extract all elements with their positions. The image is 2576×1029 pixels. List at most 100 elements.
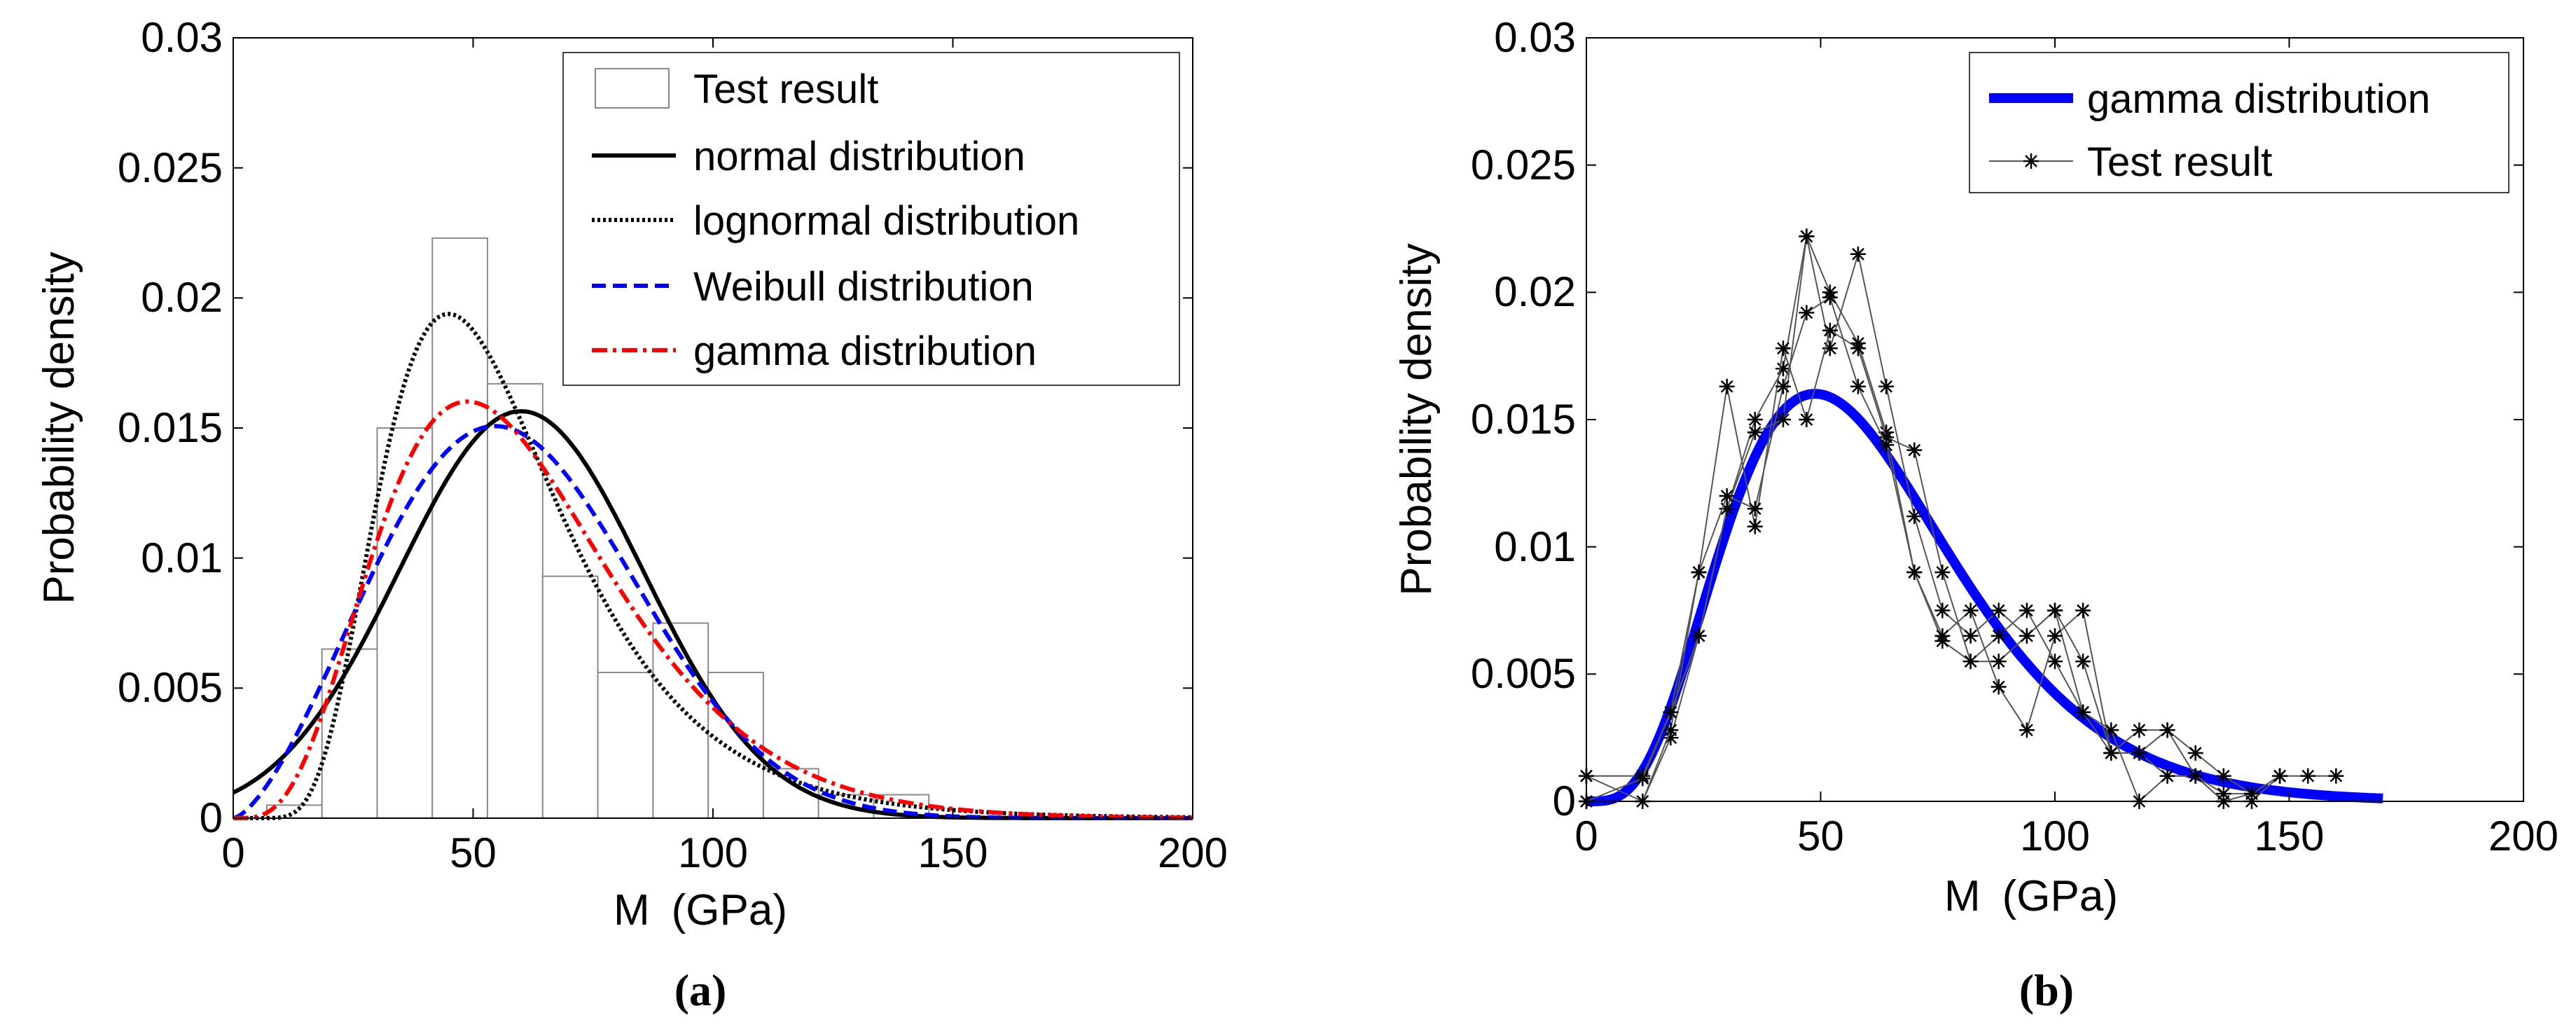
test-result-point xyxy=(1822,289,1838,305)
panel-a: 0 50 100 150 200 0 0.005 0.01 0.015 0.02… xyxy=(35,14,1228,1015)
x-tick-label: 100 xyxy=(2020,813,2090,859)
legend-label-normal: normal distribution xyxy=(693,134,1025,179)
test-result-point xyxy=(1990,602,2007,619)
y-tick-label: 0.015 xyxy=(1471,396,1576,443)
test-result-point xyxy=(2187,768,2203,784)
histogram-bar xyxy=(597,672,654,820)
test-result-line xyxy=(1586,233,2336,795)
test-result-point xyxy=(1934,628,1951,644)
test-result-point xyxy=(1878,378,1895,394)
test-result-point xyxy=(2159,722,2175,738)
y-tick-label: 0.02 xyxy=(141,274,223,321)
y-tick-label: 0.02 xyxy=(1494,268,1576,315)
panel-b-label: (b) xyxy=(2019,965,2074,1015)
test-result-point xyxy=(2047,602,2063,619)
panel-b-plot-area xyxy=(1579,228,2385,809)
test-result-point xyxy=(2103,745,2119,761)
y-tick-label: 0.015 xyxy=(118,404,223,451)
test-result-point xyxy=(1691,628,1707,644)
test-result-point xyxy=(2018,722,2035,738)
test-result-point xyxy=(1747,518,1763,534)
x-tick-label: 50 xyxy=(450,829,497,876)
x-tick-label: 200 xyxy=(2488,813,2558,859)
test-result-point xyxy=(2075,654,2091,670)
test-result-point xyxy=(2272,768,2288,784)
x-tick-label: 100 xyxy=(678,829,748,876)
test-result-point xyxy=(1850,378,1866,394)
x-tick-label: 200 xyxy=(1158,829,1228,876)
panel-a-x-axis-title: M (GPa) xyxy=(614,886,787,934)
panel-b: 0 50 100 150 200 0 0.005 0.01 0.015 0.02… xyxy=(1392,14,2558,1015)
test-result-point xyxy=(1663,722,1679,738)
test-result-point xyxy=(1799,305,1815,321)
histogram-bar xyxy=(541,575,599,819)
histogram-bar xyxy=(376,427,434,819)
panel-a-plot-area xyxy=(232,237,1193,820)
test-result-point xyxy=(2018,628,2035,644)
curve-gamma-distribution xyxy=(233,399,1193,820)
panel-a-legend: Test result normal distribution lognorma… xyxy=(562,52,1180,386)
test-result-point xyxy=(1990,679,2007,695)
test-result-line xyxy=(1586,296,2252,802)
test-result-point xyxy=(2047,628,2063,644)
test-result-point xyxy=(1906,565,1923,580)
y-tick-label: 0.01 xyxy=(141,534,223,581)
legend-label-lognormal: lognormal distribution xyxy=(693,198,1079,244)
legend-label-weibull: Weibull distribution xyxy=(693,264,1034,310)
test-result-point xyxy=(1691,565,1707,580)
legend-label-gamma: gamma distribution xyxy=(693,329,1037,374)
test-result-point xyxy=(1799,228,1815,244)
test-result-point xyxy=(1850,340,1866,357)
test-result-point xyxy=(1906,509,1923,525)
test-result-point xyxy=(1906,442,1923,458)
test-result-point xyxy=(1962,602,1979,619)
test-result-point xyxy=(1878,437,1895,453)
y-tick-label: 0 xyxy=(200,794,223,841)
test-result-point xyxy=(1747,424,1763,441)
test-result-point xyxy=(1990,628,2007,644)
y-tick-label: 0 xyxy=(1553,778,1576,824)
test-result-point xyxy=(1962,628,1979,644)
test-result-point xyxy=(1799,412,1815,427)
curve-gamma-distribution xyxy=(1584,389,2385,806)
test-result-point xyxy=(2047,654,2063,670)
panel-b-legend: gamma distribution Test result xyxy=(1969,52,2509,193)
test-result-point xyxy=(2131,745,2147,761)
x-tick-label: 150 xyxy=(2254,813,2324,859)
test-result-point xyxy=(2075,602,2091,619)
y-tick-label: 0.025 xyxy=(1471,141,1576,188)
x-tick-label: 0 xyxy=(1574,813,1598,859)
test-result-point xyxy=(2300,768,2316,784)
histogram-bar xyxy=(321,648,378,820)
legend-label-test-result: Test result xyxy=(693,67,878,112)
y-tick-label: 0.03 xyxy=(141,14,223,61)
test-result-point xyxy=(1934,602,1951,619)
panel-b-x-tick-labels: 0 50 100 150 200 xyxy=(1574,813,2558,859)
histogram-bar xyxy=(431,237,489,819)
test-result-point xyxy=(1775,378,1791,394)
panel-a-x-tick-labels: 0 50 100 150 200 xyxy=(221,829,1228,876)
x-tick-label: 0 xyxy=(221,829,244,876)
legend-swatch-histogram xyxy=(595,68,670,109)
panel-b-y-tick-labels: 0 0.005 0.01 0.015 0.02 0.025 0.03 xyxy=(1471,14,1576,824)
test-result-point xyxy=(1850,246,1866,262)
test-result-point xyxy=(1962,654,1979,670)
panel-a-y-tick-labels: 0 0.005 0.01 0.015 0.02 0.025 0.03 xyxy=(118,14,223,841)
panel-b-legend-box xyxy=(1969,52,2509,193)
test-result-point xyxy=(1822,322,1838,338)
y-tick-label: 0.005 xyxy=(118,664,223,711)
test-result-point xyxy=(2075,704,2091,720)
test-result-point xyxy=(1934,565,1951,580)
y-tick-label: 0.03 xyxy=(1494,14,1576,61)
panel-b-y-axis-title: Probability density xyxy=(1392,243,1441,595)
test-result-point xyxy=(1719,378,1735,394)
y-tick-label: 0.025 xyxy=(118,144,223,191)
test-result-point xyxy=(2215,768,2231,784)
test-result-point xyxy=(1990,654,2007,670)
x-tick-label: 150 xyxy=(917,829,988,876)
test-result-point xyxy=(2328,768,2344,784)
test-result-point xyxy=(1747,501,1763,517)
test-result-point xyxy=(1635,771,1651,787)
test-result-line xyxy=(1586,329,2280,803)
